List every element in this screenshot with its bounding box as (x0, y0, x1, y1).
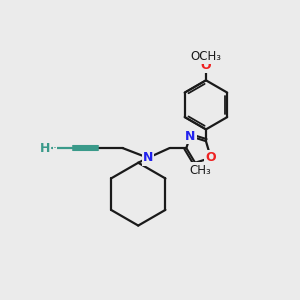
Text: CH₃: CH₃ (189, 164, 211, 176)
Text: O: O (201, 59, 211, 72)
Text: N: N (143, 152, 153, 164)
Text: H: H (40, 142, 50, 154)
Text: OCH₃: OCH₃ (190, 50, 221, 63)
Text: O: O (206, 152, 216, 164)
Text: ·: · (53, 142, 57, 154)
Text: N: N (185, 130, 195, 143)
